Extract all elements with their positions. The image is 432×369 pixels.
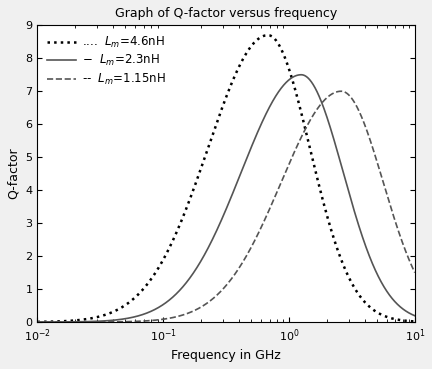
Legend: ....  $L_m$=4.6nH, $-$  $L_m$=2.3nH, --  $L_m$=1.15nH: .... $L_m$=4.6nH, $-$ $L_m$=2.3nH, -- $L… <box>43 31 170 91</box>
Title: Graph of Q-factor versus frequency: Graph of Q-factor versus frequency <box>115 7 337 20</box>
Y-axis label: Q-factor: Q-factor <box>7 148 20 200</box>
X-axis label: Frequency in GHz: Frequency in GHz <box>171 349 281 362</box>
